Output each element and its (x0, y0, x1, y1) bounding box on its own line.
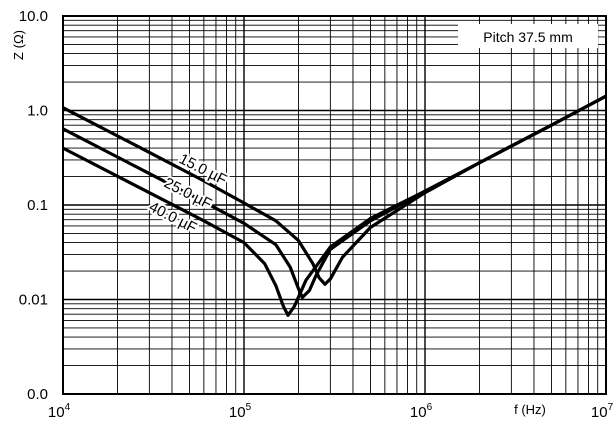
y-tick-labels: 10.0 1.0 0.1 0.01 0.0 (19, 8, 48, 403)
plot-frame (62, 15, 607, 395)
y-axis-label: Z (Ω) (11, 30, 26, 60)
pitch-annotation: Pitch 37.5 mm (483, 29, 572, 45)
x-tick-label: 104 (48, 402, 71, 421)
y-tick-label: 0.0 (27, 386, 48, 403)
legend-box: Pitch 37.5 mm (458, 24, 598, 48)
y-tick-label: 0.01 (19, 292, 48, 309)
annotation-box (458, 24, 598, 48)
x-tick-label: 105 (229, 402, 252, 421)
curves (62, 94, 607, 317)
y-tick-label: 0.1 (27, 197, 48, 214)
grid (62, 16, 606, 395)
x-tick-labels: 104 105 106 107 (48, 402, 614, 421)
y-tick-label: 10.0 (19, 8, 48, 25)
x-tick-label: 107 (591, 402, 614, 421)
x-tick-label: 106 (410, 402, 433, 421)
y-tick-label: 1.0 (27, 103, 48, 120)
series-line-1 (62, 94, 607, 300)
series-line-2 (62, 94, 607, 317)
x-axis-label: f (Hz) (514, 402, 546, 417)
